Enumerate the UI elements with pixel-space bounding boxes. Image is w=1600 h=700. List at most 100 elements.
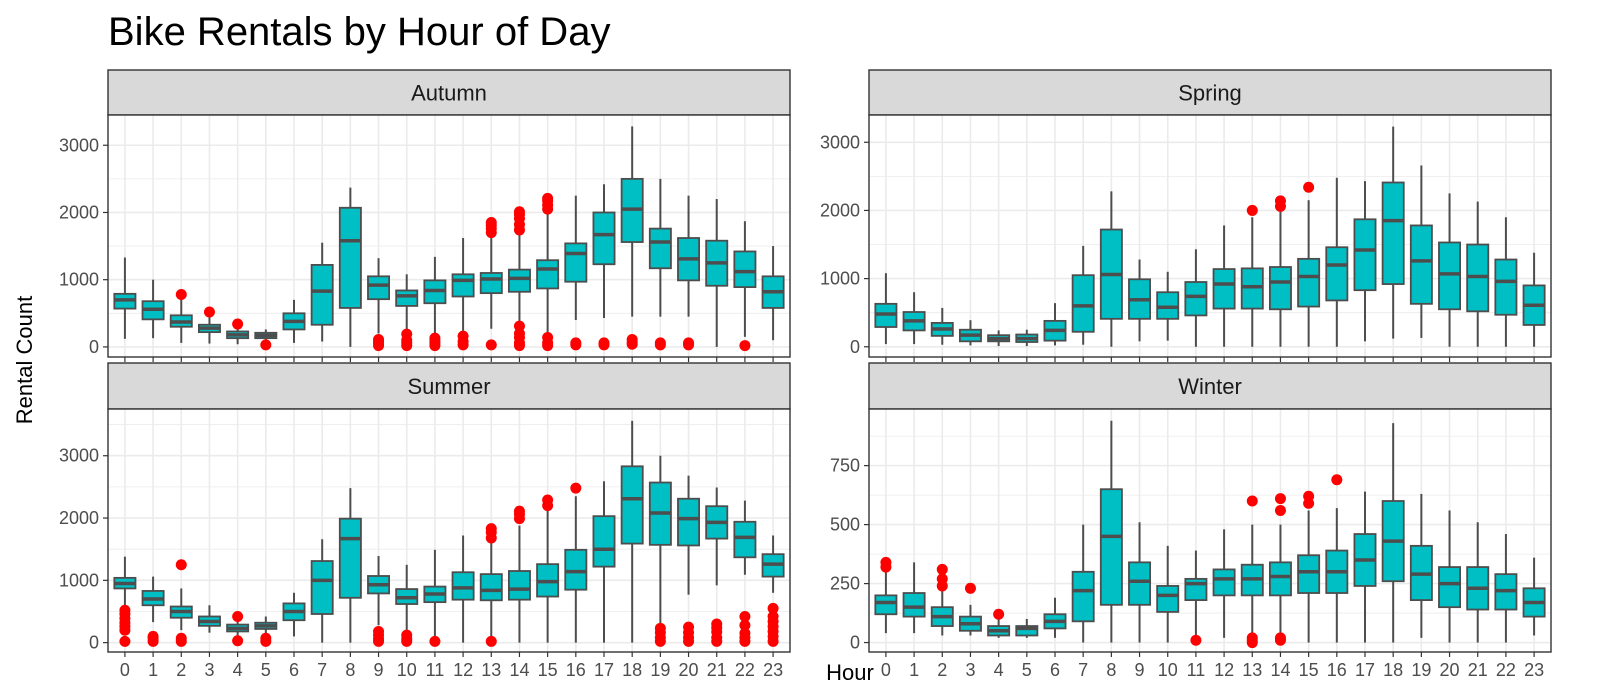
box-autumn-hour-13 <box>479 217 503 351</box>
y-tick-label: 250 <box>830 574 860 594</box>
outlier-point <box>401 328 413 340</box>
outlier-point <box>175 559 187 571</box>
x-tick-label: 2 <box>176 660 186 680</box>
box-iqr <box>310 560 334 615</box>
box-autumn-hour-1 <box>141 279 165 339</box>
panel-border-summer <box>107 408 791 653</box>
x-tick-label: 12 <box>1214 660 1234 680</box>
y-tick-label: 1000 <box>820 269 860 289</box>
outlier-point <box>513 505 525 517</box>
box-autumn-hour-0 <box>113 257 137 339</box>
box-autumn-hour-5 <box>254 329 278 351</box>
box-summer-hour-20 <box>677 475 701 647</box>
x-tick-label: 7 <box>317 660 327 680</box>
outlier-point <box>936 563 948 575</box>
x-tick-label: 18 <box>622 660 642 680</box>
x-tick-label: 4 <box>994 660 1004 680</box>
outlier-point <box>739 619 751 631</box>
box-iqr <box>1409 224 1433 305</box>
box-iqr <box>507 268 531 293</box>
outlier-point <box>683 337 695 349</box>
box-autumn-hour-18 <box>620 126 644 350</box>
x-tick-label: 22 <box>735 660 755 680</box>
strip-autumn <box>107 69 791 116</box>
outlier-point <box>1190 634 1202 646</box>
outlier-point <box>542 494 554 506</box>
outlier-point <box>654 622 666 634</box>
strip-label-summer: Summer <box>407 374 490 399</box>
box-summer-hour-12 <box>451 535 475 643</box>
box-spring-hour-6 <box>1043 303 1067 346</box>
panel-border-autumn <box>107 114 791 358</box>
panel-bg-autumn <box>108 115 790 357</box>
box-autumn-hour-15 <box>536 192 560 352</box>
x-tick-label: 13 <box>481 660 501 680</box>
box-summer-hour-1 <box>141 576 165 647</box>
outlier-point <box>542 192 554 204</box>
box-autumn-hour-9 <box>367 258 391 352</box>
outlier-point <box>739 340 751 352</box>
outlier-point <box>485 339 497 351</box>
outlier-point <box>1303 181 1315 193</box>
x-tick-label: 1 <box>909 660 919 680</box>
box-iqr <box>564 242 588 283</box>
box-winter-hour-20 <box>1438 510 1462 643</box>
box-iqr <box>592 211 616 266</box>
box-autumn-hour-14 <box>507 206 531 352</box>
x-tick-label: 0 <box>881 660 891 680</box>
box-autumn-hour-21 <box>705 199 729 347</box>
x-tick-label: 17 <box>594 660 614 680</box>
box-iqr <box>1438 566 1462 609</box>
box-summer-hour-6 <box>282 592 306 637</box>
box-iqr <box>395 289 419 307</box>
y-tick-label: 2000 <box>59 508 99 528</box>
x-tick-label: 11 <box>1187 660 1206 680</box>
x-tick-label: 6 <box>289 660 299 680</box>
box-iqr <box>451 273 475 298</box>
strip-label-winter: Winter <box>1178 374 1242 399</box>
panel-border-spring <box>868 114 1552 358</box>
box-summer-hour-4 <box>226 610 250 647</box>
x-tick-label: 16 <box>1327 660 1347 680</box>
outlier-point <box>626 334 638 346</box>
box-winter-hour-7 <box>1071 524 1095 643</box>
x-tick-label: 23 <box>1524 660 1544 680</box>
box-iqr <box>1325 246 1349 302</box>
box-winter-hour-3 <box>958 582 982 636</box>
x-tick-label: 0 <box>120 660 130 680</box>
outlier-point <box>1246 632 1258 644</box>
outlier-point <box>119 635 131 647</box>
box-iqr <box>874 594 898 616</box>
box-spring-hour-5 <box>1015 329 1039 347</box>
box-summer-hour-14 <box>507 505 531 643</box>
strip-label-autumn: Autumn <box>411 81 487 106</box>
x-tick-label: 8 <box>1106 660 1116 680</box>
box-iqr <box>1297 257 1321 308</box>
box-summer-hour-17 <box>592 481 616 643</box>
box-spring-hour-20 <box>1438 193 1462 347</box>
box-summer-hour-9 <box>367 556 391 647</box>
box-winter-hour-6 <box>1043 597 1067 638</box>
box-winter-hour-13 <box>1240 495 1264 649</box>
box-winter-hour-18 <box>1381 423 1405 643</box>
box-summer-hour-8 <box>338 488 362 643</box>
box-iqr <box>1128 561 1152 606</box>
box-autumn-hour-16 <box>564 195 588 351</box>
y-tick-label: 750 <box>830 456 860 476</box>
x-tick-label: 22 <box>1496 660 1516 680</box>
x-tick-label: 10 <box>1158 660 1178 680</box>
box-spring-hour-4 <box>987 330 1011 347</box>
box-autumn-hour-17 <box>592 184 616 351</box>
x-tick-label: 7 <box>1078 660 1088 680</box>
box-spring-hour-10 <box>1156 271 1180 341</box>
box-autumn-hour-3 <box>197 306 221 344</box>
x-tick-label: 11 <box>426 660 445 680</box>
panels-layer: Autumn0100020003000012345678910111213141… <box>59 69 1552 680</box>
outlier-point <box>1331 474 1343 486</box>
outlier-point <box>739 627 751 639</box>
x-tick-label: 9 <box>1135 660 1145 680</box>
panel-bg-spring <box>869 115 1551 357</box>
outlier-point <box>880 556 892 568</box>
y-tick-label: 0 <box>89 337 99 357</box>
outlier-point <box>654 337 666 349</box>
